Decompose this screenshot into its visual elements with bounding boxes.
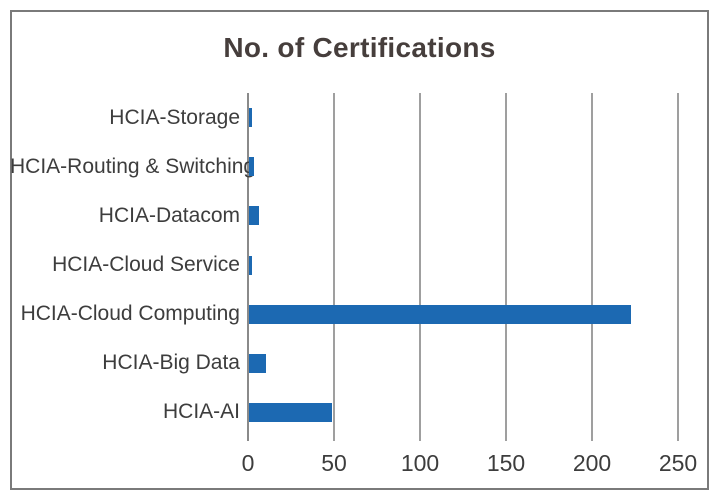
x-tick-label: 150 — [486, 450, 526, 476]
bar-hcia-datacom — [249, 206, 260, 226]
x-tick-label: 0 — [241, 450, 255, 476]
gridline-50 — [333, 93, 335, 441]
x-tick-label: 50 — [321, 450, 347, 476]
x-tick-label: 200 — [572, 450, 612, 476]
category-label: HCIA-Routing & Switching — [10, 154, 256, 178]
x-tick-label: 100 — [400, 450, 440, 476]
bar-hcia-cloud-computing — [249, 304, 631, 324]
bar-hcia-big-data — [249, 353, 267, 373]
category-label: HCIA-Cloud Computing — [20, 302, 240, 326]
bar-hcia-routing-switching — [249, 157, 255, 177]
category-label: HCIA-AI — [162, 400, 240, 424]
gridline-200 — [591, 93, 593, 441]
gridline-150 — [505, 93, 507, 441]
x-tick-label: 250 — [658, 450, 698, 476]
bar-hcia-cloud-service — [249, 255, 253, 275]
x-axis-line — [247, 93, 249, 441]
bar-hcia-ai — [249, 402, 332, 422]
bar-hcia-storage — [249, 108, 253, 128]
gridline-100 — [419, 93, 421, 441]
gridline-250 — [677, 93, 679, 441]
category-label: HCIA-Cloud Service — [52, 253, 240, 276]
category-label: HCIA-Datacom — [98, 203, 240, 227]
category-label: HCIA-Storage — [109, 105, 240, 129]
category-label: HCIA-Big Data — [102, 351, 240, 375]
chart-title: No. of Certifications — [223, 32, 496, 63]
